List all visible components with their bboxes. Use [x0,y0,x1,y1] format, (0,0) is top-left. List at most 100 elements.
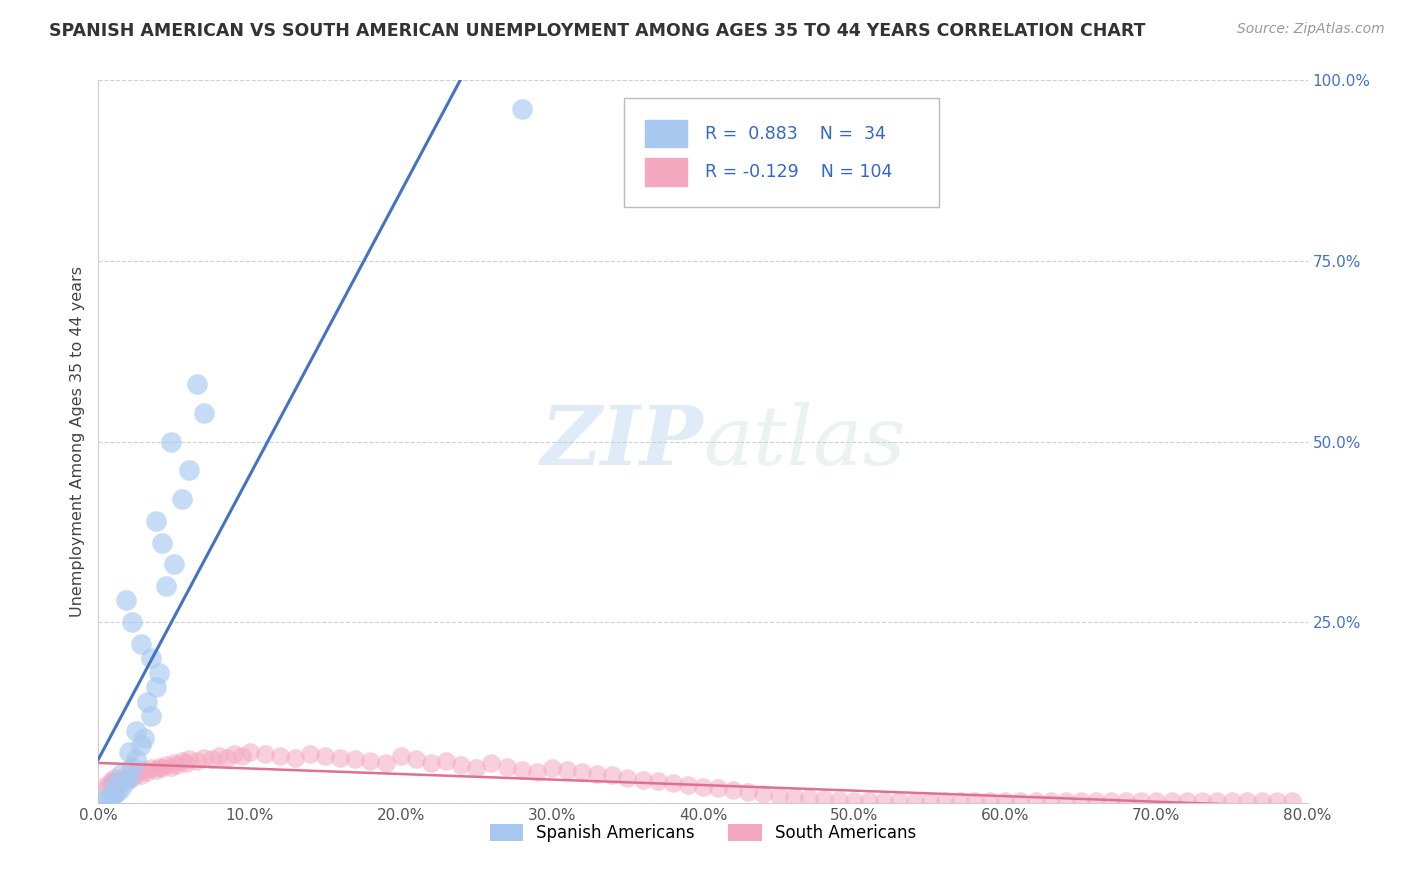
Point [145,680,167,694]
Text: R = -0.129    N = 104: R = -0.129 N = 104 [706,163,893,181]
Point [100,778,122,792]
Point [813,792,835,806]
Point [150,761,173,775]
Point [661,775,683,789]
Point [434,754,457,768]
Point [110,781,132,796]
Point [994,794,1017,808]
Point [100,774,122,789]
Point [148,760,170,774]
Point [344,752,367,766]
Point [148,665,170,680]
Point [132,764,155,778]
Point [904,794,927,808]
Point [145,514,167,528]
Point [1144,794,1167,808]
Point [129,768,152,782]
Point [114,774,136,789]
Point [94,792,117,806]
Point [114,772,136,787]
Legend: Spanish Americans, South Americans: Spanish Americans, South Americans [484,817,922,848]
Point [1010,794,1032,808]
Point [160,434,183,449]
Point [586,767,609,781]
Point [1099,794,1122,808]
Point [224,747,246,761]
Point [329,751,352,765]
Point [1039,794,1062,808]
Point [141,651,163,665]
Point [121,615,143,630]
Point [495,760,517,774]
Point [105,775,128,789]
Point [481,756,503,770]
Bar [645,158,688,186]
Point [768,789,790,803]
Point [979,794,1001,808]
Point [239,745,262,759]
Point [450,758,472,772]
Y-axis label: Unemployment Among Ages 35 to 44 years: Unemployment Among Ages 35 to 44 years [69,266,84,617]
Point [118,771,141,785]
Point [949,794,972,808]
Point [797,791,820,805]
Point [1267,794,1289,808]
Point [616,771,638,785]
Point [103,771,125,785]
Point [723,782,745,797]
Point [1115,794,1137,808]
Point [314,748,336,763]
Point [141,761,163,775]
Point [465,761,488,775]
Point [526,765,548,780]
Point [179,463,201,477]
Point [299,747,322,761]
Point [737,785,759,799]
Point [752,787,775,801]
Point [129,738,152,752]
Point [647,774,669,789]
Point [170,754,193,768]
Point [828,793,851,807]
Point [155,579,177,593]
Point [208,748,231,763]
Text: ZIP: ZIP [540,401,703,482]
Point [540,761,562,775]
Point [405,752,427,766]
Point [105,785,128,799]
Point [163,558,186,572]
Point [186,754,208,768]
Point [1251,794,1274,808]
Point [374,756,396,770]
Bar [645,120,688,147]
Point [1024,794,1046,808]
Point [1130,794,1153,808]
Point [692,780,714,794]
Point [1206,794,1229,808]
Point [420,756,443,770]
Point [103,787,125,801]
Point [110,767,132,781]
Point [193,751,215,765]
Point [389,748,412,763]
Point [1191,794,1213,808]
Point [1175,794,1198,808]
Text: R =  0.883    N =  34: R = 0.883 N = 34 [706,125,886,143]
Text: SPANISH AMERICAN VS SOUTH AMERICAN UNEMPLOYMENT AMONG AGES 35 TO 44 YEARS CORREL: SPANISH AMERICAN VS SOUTH AMERICAN UNEMP… [49,22,1146,40]
Point [510,102,533,116]
Point [965,794,987,808]
Point [170,492,193,507]
Point [100,790,122,805]
Point [121,760,143,774]
Point [110,771,132,785]
Point [844,794,866,808]
Point [118,768,141,782]
Point [858,794,880,808]
Point [125,723,148,738]
Point [253,747,276,761]
Point [94,794,117,808]
Point [1281,794,1303,808]
Point [174,756,197,770]
Point [1085,794,1108,808]
Point [602,768,624,782]
